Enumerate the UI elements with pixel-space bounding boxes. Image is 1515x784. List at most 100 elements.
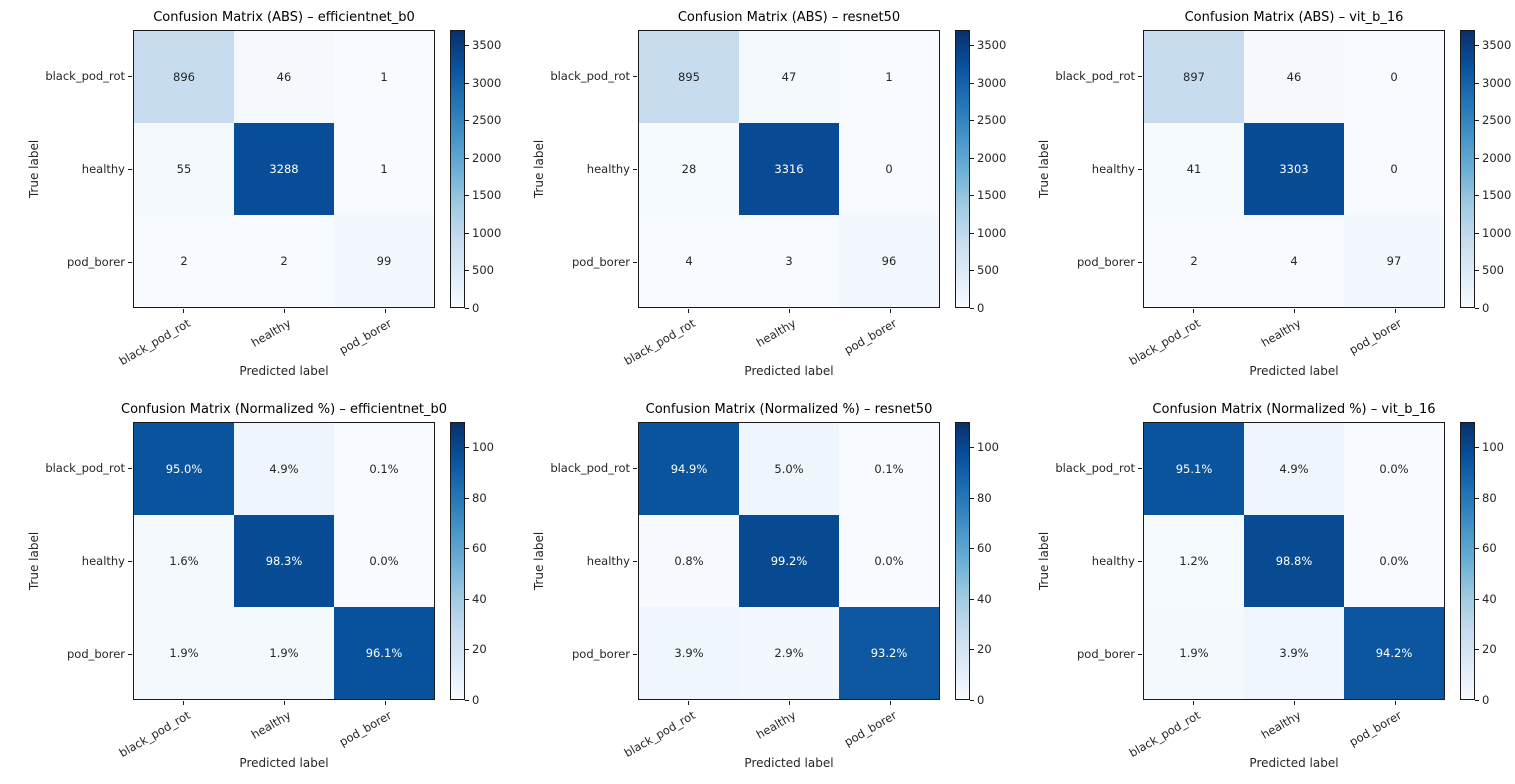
y-axis-tick <box>1138 561 1142 562</box>
colorbar-tick <box>1475 233 1479 234</box>
cell-value: 3.9% <box>1279 646 1309 660</box>
cell-value: 0.0% <box>1379 462 1409 476</box>
y-tick-label: pod_borer <box>1077 254 1135 269</box>
colorbar-tick-label: 1500 <box>1482 188 1512 203</box>
heatmap-cell: 0.0% <box>334 515 434 607</box>
heatmap-cell: 895 <box>639 31 739 123</box>
heatmap: 897 46 0 41 3303 0 2 4 97 <box>1143 30 1445 308</box>
x-tick-label: black_pod_rot <box>116 708 193 760</box>
colorbar-tick <box>465 45 469 46</box>
x-tick-label: healthy <box>248 316 293 350</box>
colorbar-tick <box>465 308 469 309</box>
x-axis-tick <box>789 701 790 705</box>
y-axis-tick <box>1138 169 1142 170</box>
heatmap: 94.9% 5.0% 0.1% 0.8% 99.2% 0.0% 3.9% 2.9% 93.2% <box>638 422 940 700</box>
colorbar-tick-label: 60 <box>977 541 992 556</box>
y-axis-label: True label <box>27 531 41 591</box>
x-axis-tick <box>284 701 285 705</box>
cell-value: 46 <box>276 70 292 84</box>
cell-value: 3303 <box>1279 162 1309 176</box>
heatmap-cell: 94.2% <box>1344 607 1444 699</box>
colorbar-tick <box>1475 195 1479 196</box>
colorbar-tick <box>1475 548 1479 549</box>
heatmap-cell: 0.0% <box>1344 423 1444 515</box>
colorbar-tick <box>465 158 469 159</box>
heatmap-cell: 2.9% <box>739 607 839 699</box>
colorbar-tick-label: 100 <box>1482 440 1504 455</box>
cell-value: 2 <box>280 254 288 268</box>
y-axis-label: True label <box>1037 531 1051 591</box>
colorbar <box>450 422 465 700</box>
x-axis-label: Predicted label <box>744 756 834 770</box>
y-tick-label: black_pod_rot <box>1055 69 1135 84</box>
x-tick-label: pod_borer <box>1346 316 1404 358</box>
y-axis-tick <box>633 76 637 77</box>
heatmap-cell: 896 <box>134 31 234 123</box>
cell-value: 95.1% <box>1175 462 1213 476</box>
heatmap-cell: 0 <box>839 123 939 215</box>
heatmap-cell: 3288 <box>234 123 334 215</box>
colorbar-tick <box>970 548 974 549</box>
y-tick-label: black_pod_rot <box>550 69 630 84</box>
colorbar-tick <box>1475 308 1479 309</box>
colorbar-tick <box>465 599 469 600</box>
y-axis-tick <box>128 169 132 170</box>
colorbar-tick <box>465 270 469 271</box>
colorbar-tick-label: 1000 <box>977 225 1007 240</box>
colorbar-tick <box>465 700 469 701</box>
colorbar-tick-label: 2000 <box>472 150 502 165</box>
colorbar-tick <box>465 233 469 234</box>
colorbar-tick-label: 0 <box>977 693 985 707</box>
y-axis-tick <box>633 169 637 170</box>
cell-value: 99 <box>376 254 392 268</box>
y-axis-tick <box>128 76 132 77</box>
y-tick-label: black_pod_rot <box>1055 461 1135 476</box>
colorbar-tick-label: 1500 <box>472 188 502 203</box>
heatmap-cell: 1.2% <box>1144 515 1244 607</box>
colorbar-tick <box>465 548 469 549</box>
heatmap-cell: 2 <box>1144 215 1244 307</box>
y-axis-tick <box>633 561 637 562</box>
cell-value: 2.9% <box>774 646 804 660</box>
heatmap-cell: 1.9% <box>1144 607 1244 699</box>
x-tick-label: black_pod_rot <box>621 708 698 760</box>
cell-value: 98.8% <box>1275 554 1313 568</box>
cell-value: 94.2% <box>1375 646 1413 660</box>
y-tick-label: healthy <box>1091 554 1135 568</box>
colorbar-tick-label: 0 <box>472 693 480 707</box>
x-axis-tick <box>789 309 790 313</box>
colorbar-tick-label: 0 <box>977 301 985 315</box>
cell-value: 94.9% <box>670 462 708 476</box>
colorbar-tick <box>1475 700 1479 701</box>
cell-value: 1.9% <box>269 646 299 660</box>
heatmap: 95.1% 4.9% 0.0% 1.2% 98.8% 0.0% 1.9% 3.9% 94.2% <box>1143 422 1445 700</box>
colorbar-tick <box>1475 498 1479 499</box>
colorbar-tick <box>465 447 469 448</box>
x-tick-label: healthy <box>753 316 798 350</box>
colorbar-tick-label: 80 <box>1482 490 1497 505</box>
heatmap-cell: 98.8% <box>1244 515 1344 607</box>
cell-value: 1 <box>380 70 388 84</box>
colorbar-tick <box>970 120 974 121</box>
colorbar-tick-label: 500 <box>977 263 999 278</box>
heatmap-cell: 1 <box>334 31 434 123</box>
cell-value: 0.0% <box>369 554 399 568</box>
x-axis-tick <box>688 309 689 313</box>
colorbar-tick <box>970 45 974 46</box>
figure-confusion-matrix-abs-efficientnet-b0: Confusion Matrix (ABS) – efficientnet_b0… <box>0 0 505 392</box>
colorbar-tick-label: 0 <box>472 301 480 315</box>
colorbar-tick-label: 20 <box>1482 642 1497 657</box>
colorbar-tick-label: 2500 <box>1482 113 1512 128</box>
colorbar-tick-label: 3000 <box>472 75 502 90</box>
cell-value: 0.1% <box>369 462 399 476</box>
x-tick-label: healthy <box>248 708 293 742</box>
heatmap-cell: 1 <box>839 31 939 123</box>
chart-title: Confusion Matrix (ABS) – resnet50 <box>677 10 901 25</box>
cell-value: 28 <box>681 162 697 176</box>
x-tick-label: healthy <box>1258 708 1303 742</box>
x-axis-tick <box>688 701 689 705</box>
y-tick-label: pod_borer <box>572 646 630 661</box>
colorbar <box>450 30 465 308</box>
heatmap-cell: 46 <box>234 31 334 123</box>
